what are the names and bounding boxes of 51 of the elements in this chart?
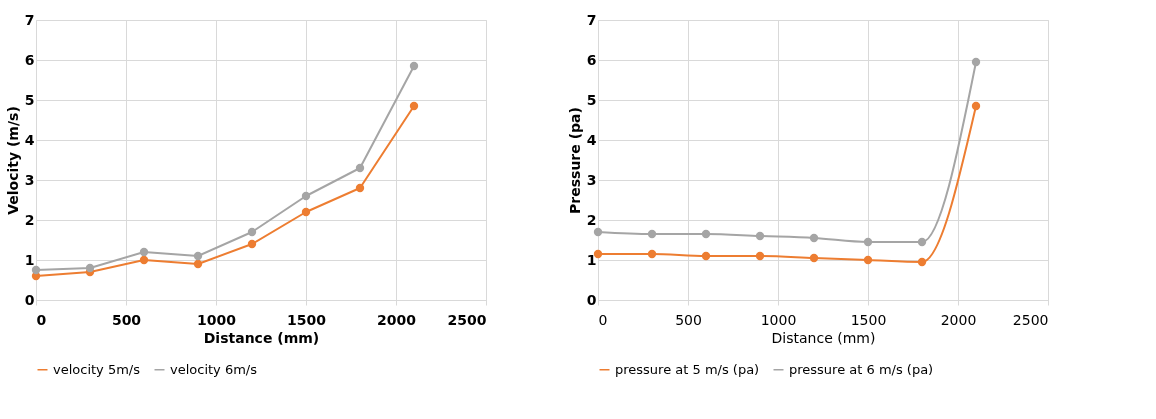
point xyxy=(593,227,603,237)
point xyxy=(917,257,927,267)
x-tick-label: 0 xyxy=(598,311,608,328)
point xyxy=(701,251,711,261)
point xyxy=(647,229,657,239)
x-tick-label: 500 xyxy=(675,311,702,328)
point xyxy=(647,249,657,259)
x-tick-label: 2000 xyxy=(377,311,417,328)
x-tick-label: 2000 xyxy=(940,311,977,328)
y-tick-label: 1 xyxy=(586,251,597,268)
x-tick-label: 0 xyxy=(36,311,47,328)
y-axis-title: Velocity (m/s) xyxy=(4,106,21,215)
legend-label: pressure at 6 m/s (pa) xyxy=(789,361,934,377)
x-tick-label: 1000 xyxy=(760,311,797,328)
y-tick-label: 1 xyxy=(24,251,35,268)
x-tick-label: 2500 xyxy=(1012,311,1049,328)
point xyxy=(971,101,981,111)
point xyxy=(809,253,819,263)
y-tick-label: 0 xyxy=(586,291,597,308)
y-tick-label: 3 xyxy=(24,171,35,188)
y-tick-label: 0 xyxy=(24,291,35,308)
y-axis-title: Pressure (pa) xyxy=(566,107,583,214)
x-tick-label: 1000 xyxy=(197,311,237,328)
y-tick-label: 7 xyxy=(24,11,35,28)
y-tick-label: 6 xyxy=(24,51,35,68)
point xyxy=(809,233,819,243)
y-tick-label: 6 xyxy=(586,51,597,68)
y-tick-label: 2 xyxy=(586,211,597,228)
x-axis-title: Distance (mm) xyxy=(203,329,320,346)
y-tick-label: 5 xyxy=(24,91,35,108)
legend-label: velocity 6m/s xyxy=(170,361,258,377)
x-tick-label: 2500 xyxy=(447,311,487,328)
point xyxy=(755,251,765,261)
y-tick-label: 4 xyxy=(586,131,597,148)
point xyxy=(701,229,711,239)
point xyxy=(971,57,981,67)
point xyxy=(917,237,927,247)
y-tick-label: 4 xyxy=(24,131,35,148)
point xyxy=(755,231,765,241)
y-tick-label: 2 xyxy=(24,211,35,228)
x-tick-label: 1500 xyxy=(287,311,327,328)
point xyxy=(863,237,873,247)
x-tick-label: 500 xyxy=(111,311,142,328)
y-tick-label: 5 xyxy=(586,91,597,108)
point xyxy=(863,255,873,265)
legend-label: pressure at 5 m/s (pa) xyxy=(615,361,760,377)
legend-label: velocity 5m/s xyxy=(53,361,141,377)
y-tick-label: 7 xyxy=(586,11,597,28)
y-tick-label: 3 xyxy=(586,171,597,188)
x-axis-title: Distance (mm) xyxy=(771,329,876,346)
x-tick-label: 1500 xyxy=(850,311,887,328)
